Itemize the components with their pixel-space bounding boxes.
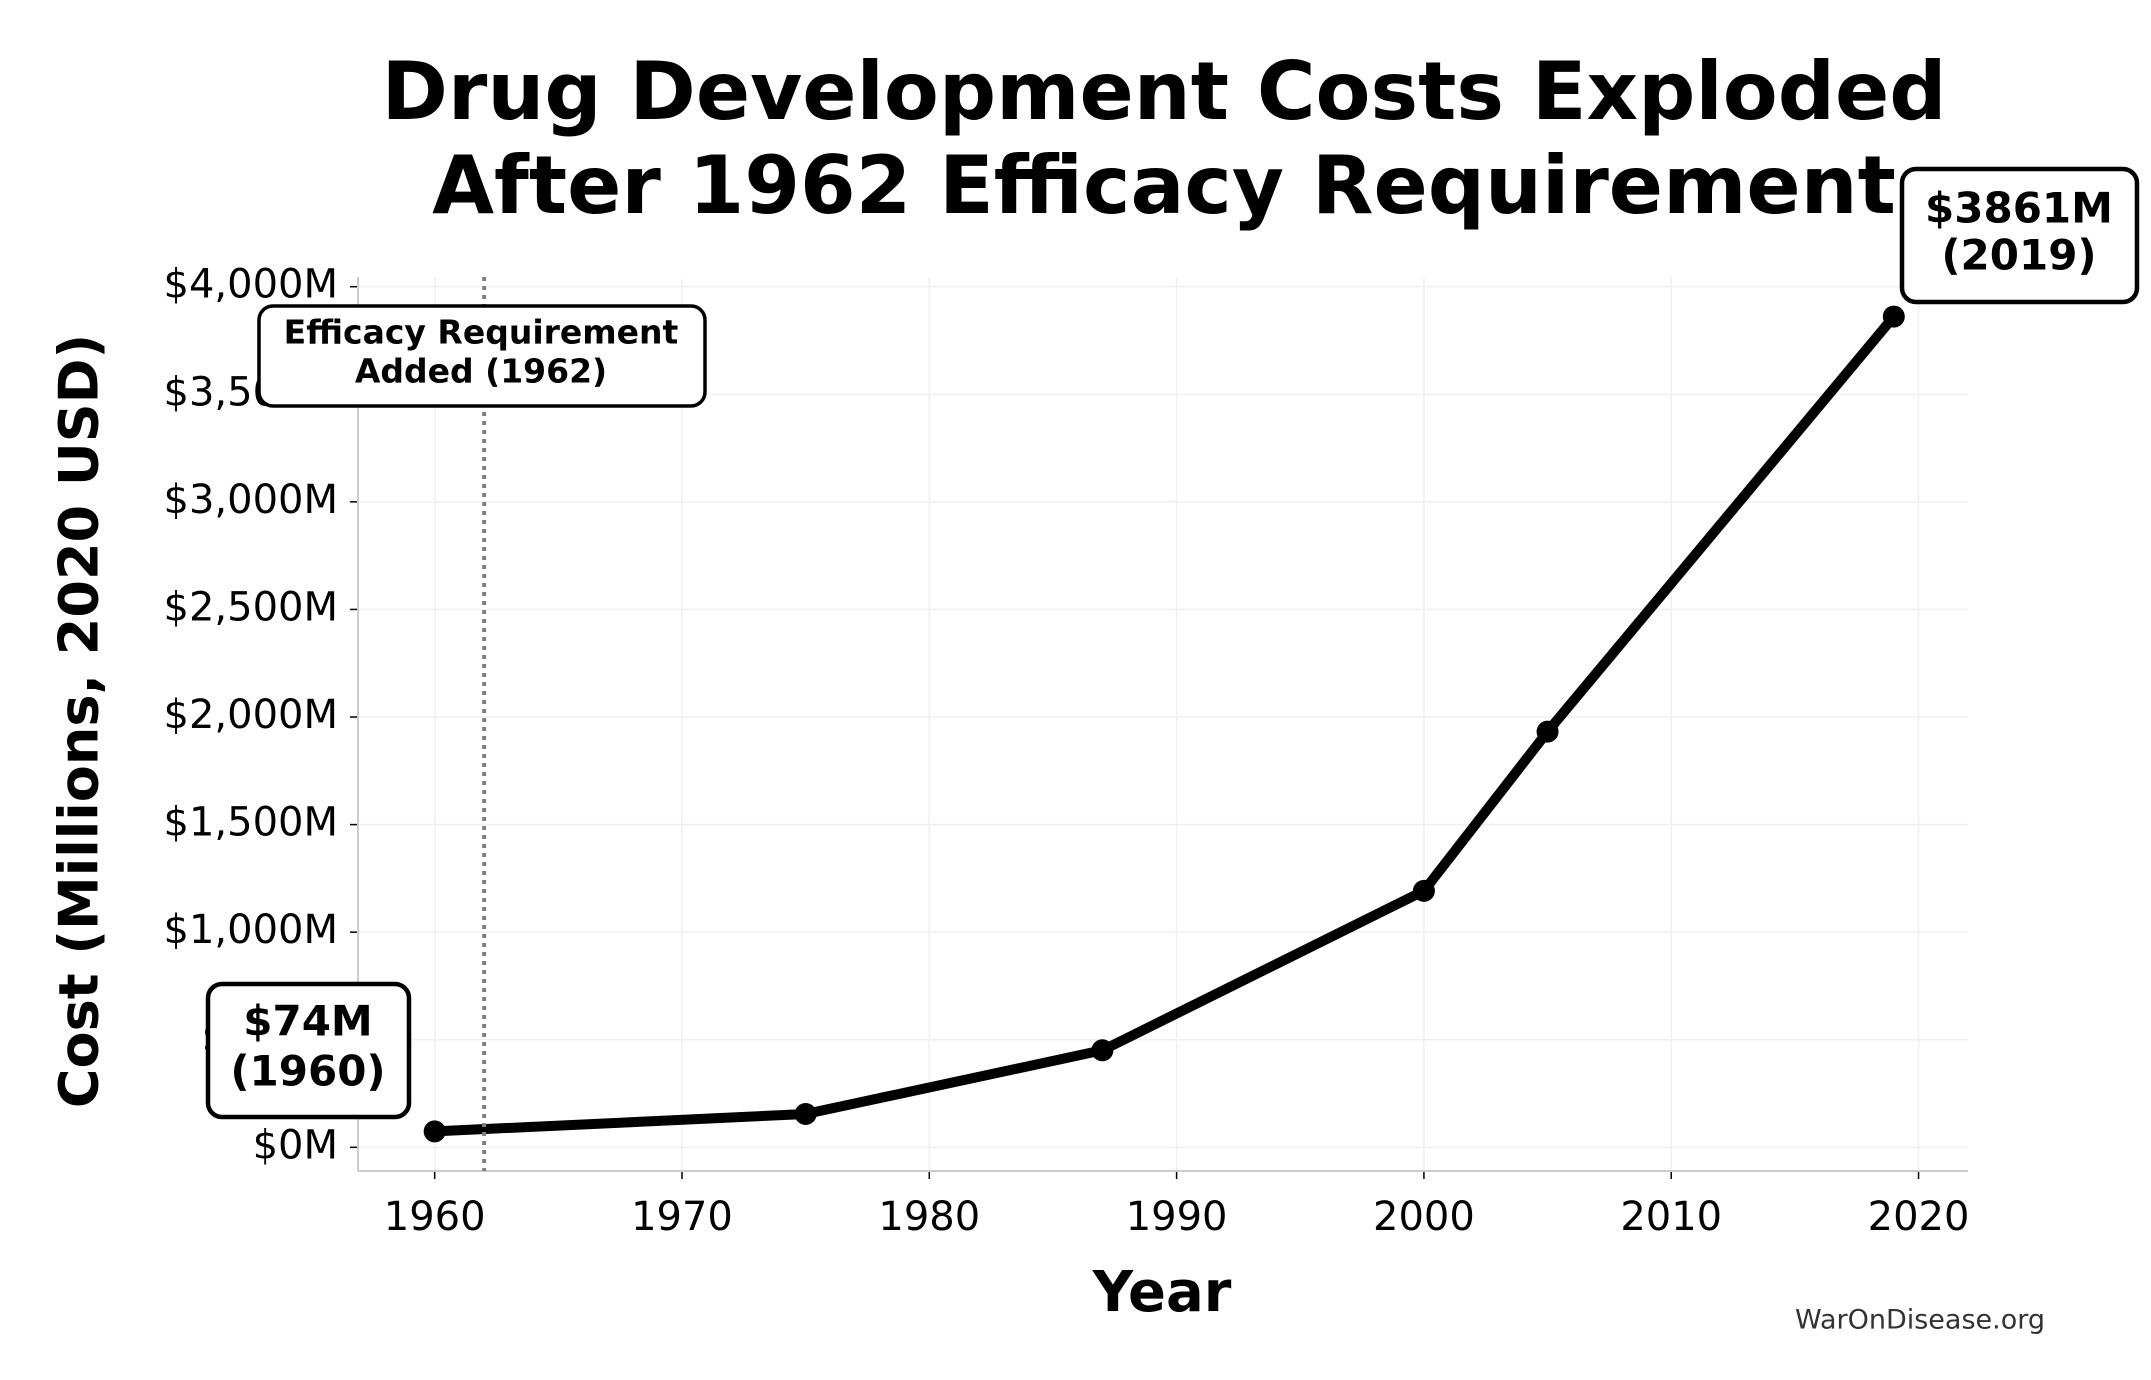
data-point <box>1882 305 1905 328</box>
x-tick-label: 1960 <box>384 1194 486 1240</box>
y-tick-label: $3,000M <box>164 477 338 523</box>
annotation-text: Added (1962) <box>355 352 607 391</box>
x-tick-label: 1970 <box>631 1194 733 1240</box>
annotation-box <box>257 304 707 408</box>
y-tick-label: $0M <box>253 1122 338 1168</box>
chart-title: After 1962 Efficacy Requirement <box>432 139 1896 232</box>
annotation-text: $74M <box>243 997 372 1046</box>
annotation-text: (2019) <box>1941 231 2096 280</box>
annotation-box <box>1899 166 2140 305</box>
data-point <box>423 1120 446 1143</box>
plot-area: $0M$500M$1,000M$1,500M$2,000M$2,500M$3,0… <box>164 262 1970 1240</box>
x-tick-label: 2020 <box>1868 1194 1970 1240</box>
annotation-box <box>205 981 412 1120</box>
x-axis-label: Year <box>1092 1260 1232 1325</box>
data-point <box>1412 879 1435 902</box>
annotation-text: Efficacy Requirement <box>284 313 679 352</box>
data-point <box>794 1102 817 1125</box>
x-tick-label: 1980 <box>878 1194 980 1240</box>
chart-title: Drug Development Costs Exploded <box>382 45 1947 138</box>
y-axis-label: Cost (Millions, 2020 USD) <box>48 334 111 1108</box>
annotation-text: $3861M <box>1925 184 2113 233</box>
data-point <box>1536 720 1559 743</box>
data-line <box>434 313 1898 1137</box>
y-tick-label: $1,000M <box>164 907 338 953</box>
y-tick-label: $1,500M <box>164 800 338 846</box>
source-note: WarOnDisease.org <box>1795 1305 2045 1336</box>
annotation-text: (1960) <box>230 1047 385 1096</box>
x-tick-label: 2000 <box>1373 1194 1475 1240</box>
y-tick-label: $2,500M <box>164 584 338 630</box>
data-point <box>1091 1039 1114 1062</box>
x-tick-label: 2010 <box>1620 1194 1722 1240</box>
x-tick-label: 1990 <box>1126 1194 1228 1240</box>
y-tick-label: $4,000M <box>164 262 338 308</box>
y-tick-label: $2,000M <box>164 692 338 738</box>
